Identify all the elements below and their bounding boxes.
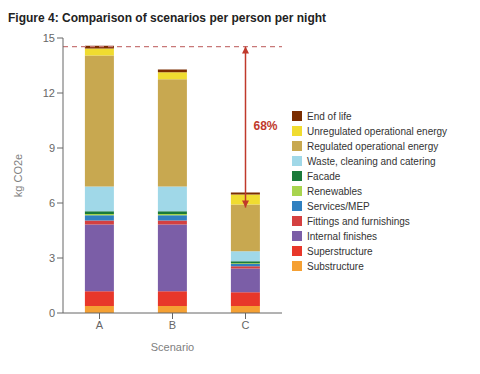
- svg-text:kg CO2e: kg CO2e: [12, 154, 24, 197]
- html-text:Substructure: Substructure: [307, 260, 364, 272]
- html-text:End of life: End of life: [307, 110, 352, 122]
- html-text:Fittings and furnishings: Fittings and furnishings: [307, 215, 410, 227]
- html-text:Waste, cleaning and catering: Waste, cleaning and catering: [307, 155, 436, 167]
- svg-text:A: A: [96, 319, 104, 331]
- svg-text:3: 3: [49, 252, 55, 264]
- html-text:Superstructure: Superstructure: [307, 245, 373, 257]
- svg-text:68%: 68%: [254, 119, 278, 133]
- html-text:Renewables: Renewables: [307, 185, 362, 197]
- html-text:Facade: Facade: [307, 170, 341, 182]
- svg-text:6: 6: [49, 197, 55, 209]
- svg-text:12: 12: [43, 87, 55, 99]
- svg-text:15: 15: [43, 32, 55, 44]
- svg-text:9: 9: [49, 142, 55, 154]
- svg-text:Scenario: Scenario: [151, 341, 194, 353]
- html-text:Figure 4: Comparison of scenar: Figure 4: Comparison of scenarios per pe…: [8, 11, 327, 25]
- svg-text:B: B: [169, 319, 176, 331]
- html-text:Services/MEP: Services/MEP: [307, 200, 370, 212]
- html-text:Unregulated operational energy: Unregulated operational energy: [307, 125, 448, 137]
- svg-text:0: 0: [49, 307, 55, 319]
- html-text:Regulated operational energy: Regulated operational energy: [307, 140, 439, 152]
- svg-text:C: C: [242, 319, 250, 331]
- html-text:Internal finishes: Internal finishes: [307, 230, 377, 242]
